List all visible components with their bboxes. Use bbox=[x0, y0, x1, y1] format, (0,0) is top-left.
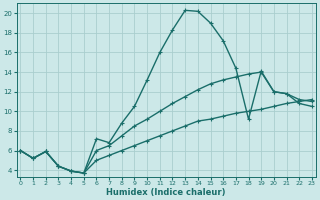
X-axis label: Humidex (Indice chaleur): Humidex (Indice chaleur) bbox=[107, 188, 226, 197]
